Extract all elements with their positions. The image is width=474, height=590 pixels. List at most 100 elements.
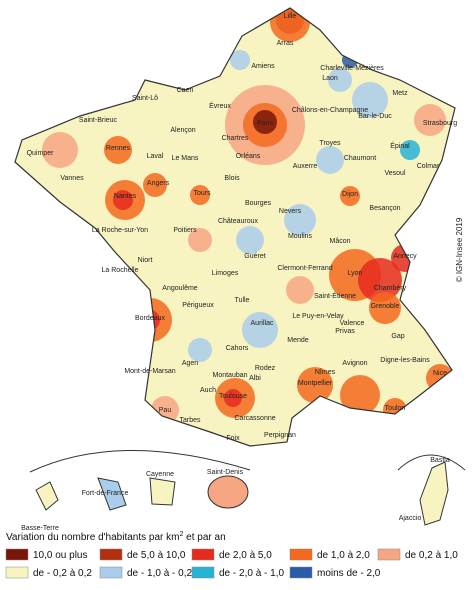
density-patch xyxy=(253,110,277,134)
city-label: Mende xyxy=(287,337,309,344)
city-label: Colmar xyxy=(417,163,440,170)
city-label: Rennes xyxy=(106,145,131,152)
city-label: Bourges xyxy=(245,200,272,207)
city-label: Annecy xyxy=(393,253,417,260)
density-patch xyxy=(297,367,333,403)
density-patch xyxy=(113,190,133,210)
legend-swatch xyxy=(191,548,215,561)
legend-label: de - 2,0 à - 1,0 xyxy=(219,568,284,579)
density-patch xyxy=(106,361,134,389)
city-label: Blois xyxy=(224,175,240,182)
city-label: Alençon xyxy=(170,127,195,134)
city-label: Strasbourg xyxy=(423,120,457,127)
city-label: Saint-Étienne xyxy=(314,291,356,300)
city-label: Nantes xyxy=(114,193,137,200)
guyane xyxy=(149,477,176,506)
city-label: Châlons-en-Champagne xyxy=(292,107,368,114)
density-patch xyxy=(236,226,264,254)
map-area xyxy=(15,8,455,446)
city-label: Cayenne xyxy=(146,471,174,478)
density-patch xyxy=(188,228,212,252)
city-label: Basse-Terre xyxy=(21,525,59,532)
city-label: Niort xyxy=(138,257,153,264)
city-label: Arras xyxy=(277,40,294,47)
city-label: Montpellier xyxy=(298,380,333,387)
legend-swatch xyxy=(99,548,123,561)
legend-swatch xyxy=(5,548,29,561)
city-label: Mont-de-Marsan xyxy=(124,368,175,375)
city-label: Bordeaux xyxy=(135,315,165,322)
density-patch xyxy=(358,258,402,302)
separator-arc xyxy=(397,454,466,471)
city-label: Lyon xyxy=(348,270,363,277)
city-label: Rodez xyxy=(255,365,276,372)
city-label: Évreux xyxy=(209,101,231,110)
density-patch xyxy=(414,104,446,136)
legend-label: de 5,0 à 10,0 xyxy=(127,550,186,561)
copyright: © IGN-Insee 2019 xyxy=(455,217,464,282)
city-label: Avignon xyxy=(342,360,367,367)
city-label: Saint-Brieuc xyxy=(79,117,118,124)
city-label: Vannes xyxy=(60,175,84,182)
city-label: Albi xyxy=(249,375,261,382)
france-outline xyxy=(14,7,456,447)
city-label: Grenoble xyxy=(371,303,400,310)
city-label: Orléans xyxy=(236,153,261,160)
city-label: Toulouse xyxy=(219,393,247,400)
city-label: Saint-Denis xyxy=(207,469,244,476)
city-label: Le Mans xyxy=(172,155,199,162)
density-patch xyxy=(328,68,352,92)
legend-label: moins de - 2,0 xyxy=(317,568,381,579)
legend-swatch xyxy=(377,548,401,561)
city-label: Châteauroux xyxy=(218,218,259,225)
city-label: Besançon xyxy=(369,205,400,212)
city-label: Chaumont xyxy=(344,155,376,162)
city-label: Amiens xyxy=(251,63,275,70)
city-label: Quimper xyxy=(27,150,55,157)
density-patch xyxy=(42,132,78,168)
city-label: Auch xyxy=(200,387,216,394)
city-label: Charleville-Mézières xyxy=(320,65,384,72)
city-label: Digne-les-Bains xyxy=(380,357,430,364)
city-labels: Lille Arras Amiens Laon Charleville-Mézières… xyxy=(21,13,457,532)
legend-label: de 1,0 à 2,0 xyxy=(317,550,370,561)
density-patch xyxy=(230,50,250,70)
city-label: Périgueux xyxy=(182,302,214,309)
city-label: Vesoul xyxy=(384,170,405,177)
city-label: Bastia xyxy=(430,457,450,464)
city-label: Gap xyxy=(391,333,404,340)
density-patch xyxy=(143,173,167,197)
legend-swatch xyxy=(289,566,313,579)
city-label: Chambéry xyxy=(374,285,407,292)
city-label: Dijon xyxy=(342,191,358,198)
city-label: Angoulême xyxy=(162,285,198,292)
legend-label: de - 1,0 à - 0,2 xyxy=(127,568,192,579)
city-label: Saint-Lô xyxy=(132,95,158,102)
density-patch xyxy=(190,185,210,205)
city-label: Foix xyxy=(226,435,240,442)
martinique xyxy=(97,477,127,511)
legend: Variation du nombre d'habitants par km2 … xyxy=(5,531,458,579)
city-label: La Roche-sur-Yon xyxy=(92,227,148,234)
density-patch xyxy=(340,375,380,415)
legend-label: de 2,0 à 5,0 xyxy=(219,550,272,561)
legend-title: Variation du nombre d'habitants par km2 … xyxy=(6,531,226,543)
density-patch xyxy=(286,276,314,304)
city-label: Nevers xyxy=(279,208,302,215)
city-label: La Rochelle xyxy=(102,267,139,274)
city-label: Moulins xyxy=(288,233,313,240)
density-patch xyxy=(242,312,278,348)
density-patch xyxy=(284,204,316,236)
legend-label: 10,0 ou plus xyxy=(33,550,88,561)
reunion xyxy=(207,475,249,509)
city-label: Lille xyxy=(284,13,297,20)
city-label: Guéret xyxy=(244,253,265,260)
density-patch xyxy=(104,136,132,164)
density-patch xyxy=(369,292,401,324)
city-label: Poitiers xyxy=(173,227,197,234)
city-label: Fort-de-France xyxy=(82,490,129,497)
city-label: Valence xyxy=(340,320,365,327)
city-label: Laon xyxy=(322,75,338,82)
city-label: Tulle xyxy=(235,297,250,304)
